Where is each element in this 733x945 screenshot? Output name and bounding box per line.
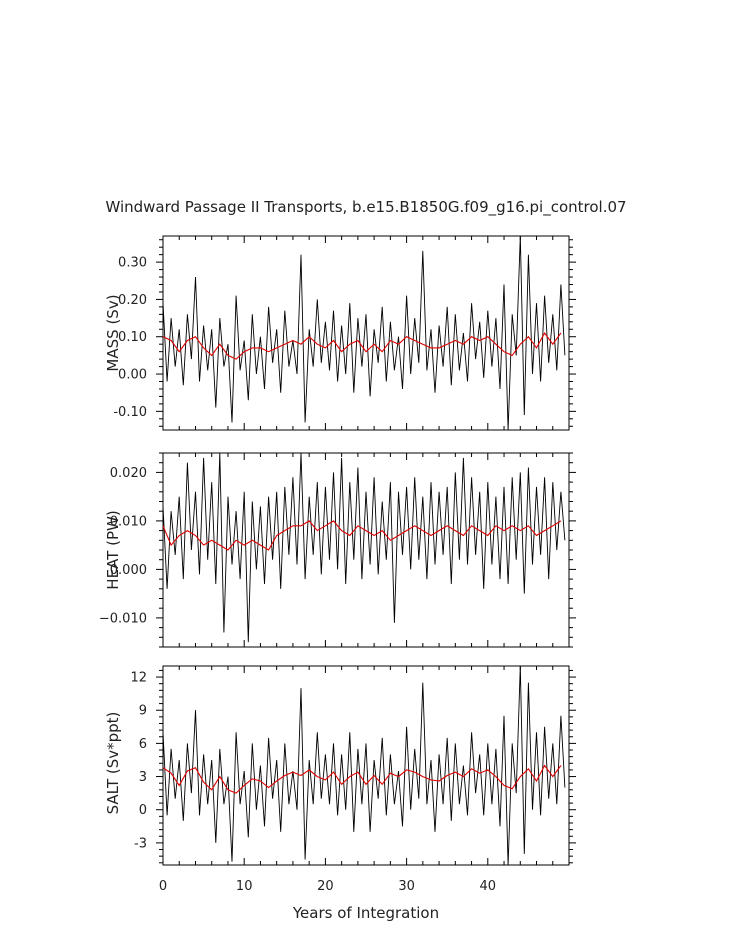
y-tick-label: 0 xyxy=(139,803,147,818)
raw-series-line xyxy=(162,452,566,643)
smoothed-series-line xyxy=(162,331,562,360)
x-tick-label: 0 xyxy=(159,879,167,894)
salt-axis-label: SALT (Sv*ppt) xyxy=(104,712,122,815)
chart-title: Windward Passage II Transports, b.e15.B1… xyxy=(105,198,626,217)
y-tick-label: 12 xyxy=(130,671,147,686)
y-tick-label: 6 xyxy=(139,737,147,752)
raw-series-line xyxy=(162,665,566,866)
y-tick-label: -0.10 xyxy=(113,405,147,420)
x-tick-label: 40 xyxy=(480,879,497,894)
y-tick-label: 0.020 xyxy=(110,466,147,481)
y-tick-label: 0.10 xyxy=(118,330,147,345)
y-tick-label: 9 xyxy=(139,704,147,719)
x-tick-label: 20 xyxy=(317,879,334,894)
raw-series-line xyxy=(162,235,566,431)
smoothed-series-line xyxy=(162,764,562,794)
y-tick-label: 0.30 xyxy=(118,256,147,271)
heat-panel: HEAT (PW) 0.020 0.010 0.000 −0.010 xyxy=(99,452,576,648)
y-tick-label: 0.20 xyxy=(118,293,147,308)
y-tick-label: 0.010 xyxy=(110,514,147,529)
mass-axis-label: MASS (Sv) xyxy=(104,294,122,371)
panel-frame xyxy=(162,235,570,431)
smoothed-series-line xyxy=(162,520,562,551)
salt-panel: SALT (Sv*ppt) 12 9 6 3 0 -3 xyxy=(104,665,576,866)
y-tick-label: 0.000 xyxy=(110,563,147,578)
y-tick-label: -3 xyxy=(134,836,147,851)
y-tick-label: −0.010 xyxy=(99,611,147,626)
mass-panel: MASS (Sv) 0.30 0.20 0.10 0.00 -0.10 xyxy=(104,235,576,431)
heat-axis-label: HEAT (PW) xyxy=(104,510,122,589)
x-tick-label: 10 xyxy=(236,879,253,894)
x-tick-label: 30 xyxy=(398,879,415,894)
panel-frame xyxy=(162,665,570,866)
y-tick-label: 0.00 xyxy=(118,368,147,383)
y-tick-label: 3 xyxy=(139,770,147,785)
x-axis-ticks: 0 10 20 30 40 xyxy=(159,879,496,894)
x-axis-label: Years of Integration xyxy=(292,904,439,922)
